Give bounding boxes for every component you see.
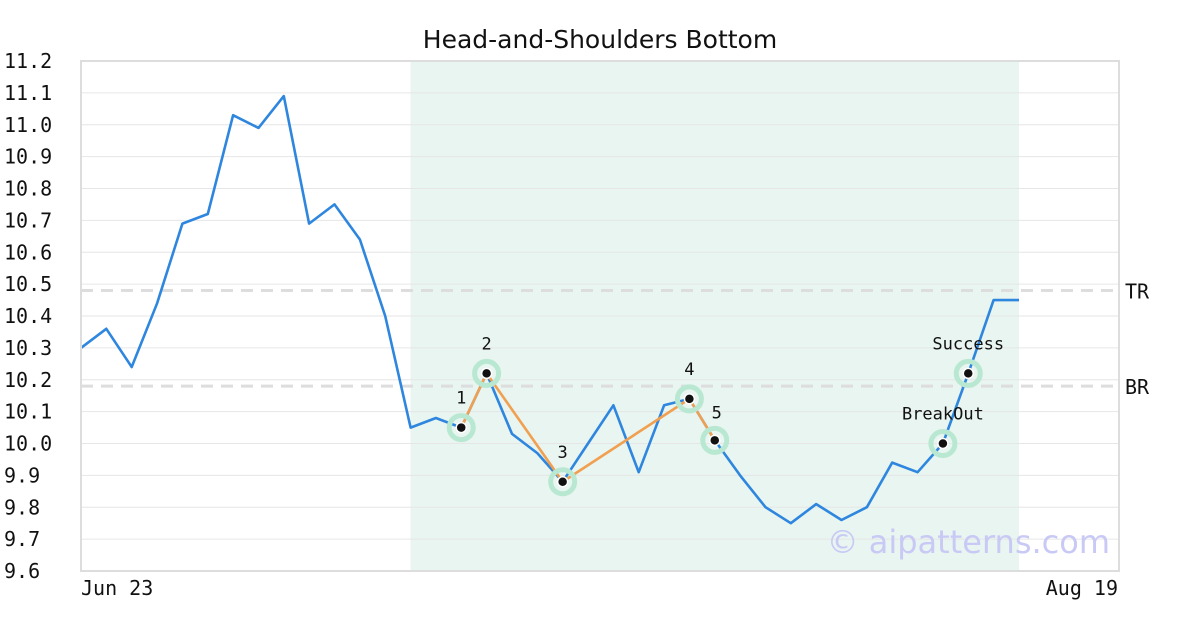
y-tick-label: 10.9 xyxy=(4,145,52,169)
marker-label: 5 xyxy=(712,403,722,423)
y-tick-label: 10.3 xyxy=(4,336,52,360)
pattern-line-3-4 xyxy=(561,397,691,484)
marker-point xyxy=(709,434,721,447)
y-tick-label: 9.6 xyxy=(4,559,40,583)
y-tick-label: 10.6 xyxy=(4,240,52,264)
marker-label: 1 xyxy=(456,389,466,409)
x-tick-label-start: Jun 23 xyxy=(81,576,153,600)
marker-point xyxy=(962,367,974,380)
y-tick-label: 11.0 xyxy=(4,113,52,137)
pattern-line-2-3 xyxy=(485,372,564,484)
marker-point xyxy=(455,421,467,434)
marker-layer: 1 2 3 4 5 BreakOut Success xyxy=(446,334,1004,497)
y-tick-label: 10.4 xyxy=(4,304,52,328)
marker-halo xyxy=(472,358,502,388)
y-tick-label: 10.7 xyxy=(4,208,52,232)
marker-label: BreakOut xyxy=(902,405,984,425)
marker-point xyxy=(937,437,949,450)
y-tick-label: 10.0 xyxy=(4,432,52,456)
marker-label: 3 xyxy=(558,443,568,463)
chart-title: Head-and-Shoulders Bottom xyxy=(423,25,777,54)
watermark: © aipatterns.com xyxy=(827,523,1110,561)
marker-point xyxy=(556,476,569,488)
marker-halo xyxy=(928,429,958,458)
grid-layer xyxy=(81,60,1119,572)
series-layer xyxy=(80,94,1019,525)
y-tick-label: 10.1 xyxy=(4,400,52,424)
reference-label-br: BR xyxy=(1125,375,1150,399)
y-tick-label: 11.2 xyxy=(4,49,52,73)
y-tick-label: 9.8 xyxy=(4,495,40,519)
reference-label-tr: TR xyxy=(1125,280,1150,304)
y-tick-label: 10.8 xyxy=(4,177,52,201)
y-tick-label: 9.7 xyxy=(4,527,40,551)
marker-halo xyxy=(674,384,704,414)
y-tick-label: 10.5 xyxy=(4,272,52,296)
marker-halo xyxy=(700,425,730,455)
plot-frame xyxy=(80,60,1120,572)
marker-point xyxy=(480,367,493,380)
marker-label: Success xyxy=(932,334,1004,354)
watermark-layer: © aipatterns.com xyxy=(827,523,1110,561)
reference-lines-layer: TR BR xyxy=(81,280,1150,399)
marker-point xyxy=(683,393,696,405)
y-tick-label: 9.9 xyxy=(4,463,40,487)
marker-label: 2 xyxy=(481,334,491,354)
pattern-line-4-5 xyxy=(688,397,717,442)
marker-halo xyxy=(953,358,983,388)
price-line xyxy=(80,94,1019,525)
marker-halo xyxy=(548,467,578,497)
marker-halo xyxy=(446,413,476,443)
y-tick-label: 10.2 xyxy=(4,368,52,392)
axis-layer: 9.6 9.7 9.8 9.9 10.0 10.1 10.2 10.3 10.4 10.5 10.6… xyxy=(4,49,1120,583)
marker-label: 4 xyxy=(684,360,694,380)
x-tick-label-end: Aug 19 xyxy=(1046,576,1118,600)
y-tick-label: 11.1 xyxy=(4,81,52,105)
